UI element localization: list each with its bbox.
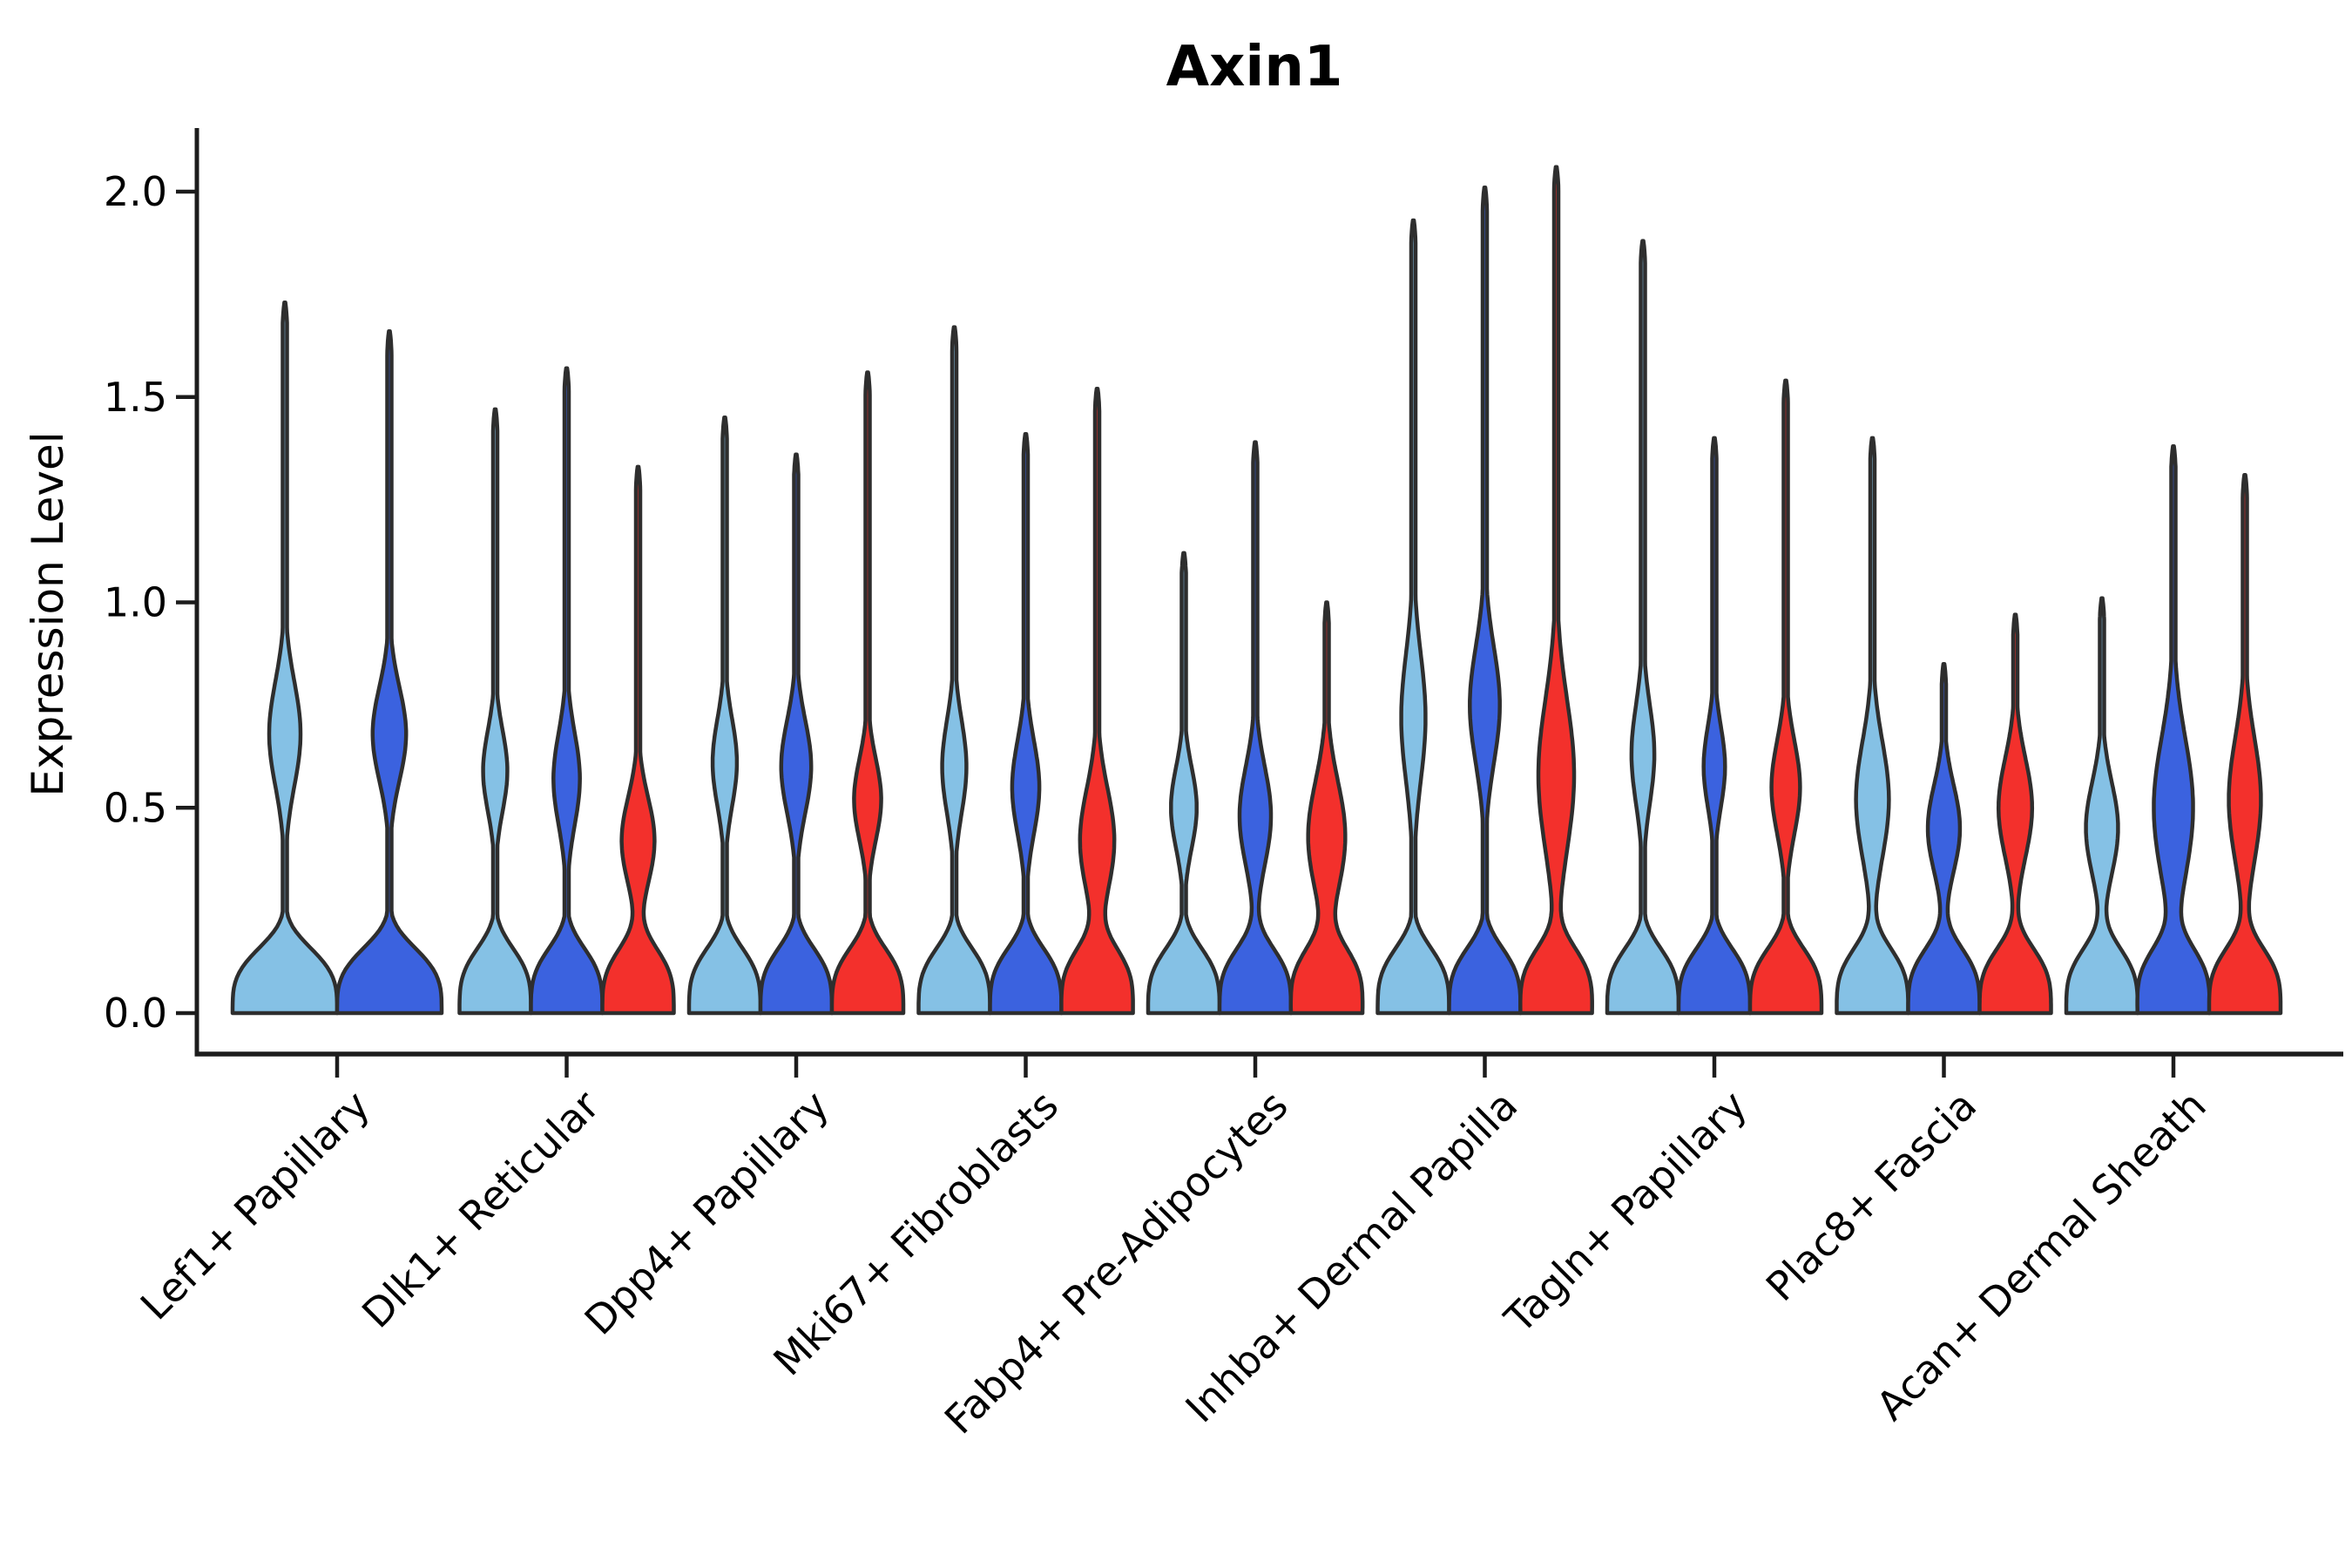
violin-split-2 <box>335 329 444 1016</box>
violin-split-1 <box>1375 218 1451 1016</box>
violin-split-1 <box>686 416 763 1016</box>
violin-group <box>230 301 444 1016</box>
violin-split-3 <box>600 464 676 1016</box>
violin-group <box>1835 436 2053 1016</box>
y-tick-label: 2.0 <box>104 168 167 215</box>
violin-split-2 <box>1217 440 1294 1016</box>
violin-split-2 <box>758 452 835 1016</box>
x-tick-label: Dpp4+ Papillary <box>576 1082 838 1344</box>
violin-split-3 <box>1059 387 1135 1016</box>
violin-split-1 <box>457 407 533 1016</box>
y-axis-label: Expression Level <box>23 431 73 796</box>
violin-split-3 <box>1977 612 2053 1016</box>
violin-split-1 <box>916 325 992 1016</box>
y-tick-label: 0.0 <box>104 990 167 1037</box>
violin-split-3 <box>829 370 906 1016</box>
violin-split-2 <box>1906 661 1982 1016</box>
violin-split-2 <box>2135 444 2212 1016</box>
y-tick-label: 0.5 <box>104 784 167 831</box>
violin-group <box>1146 440 1365 1016</box>
violin-split-2 <box>1676 436 1753 1016</box>
violin-split-3 <box>1288 600 1365 1016</box>
violin-split-2 <box>988 431 1064 1016</box>
violin-group <box>916 325 1135 1016</box>
violin-group <box>1605 239 1824 1016</box>
violin-group <box>457 366 676 1016</box>
x-tick-label: Dlk1+ Reticular <box>353 1082 608 1337</box>
violin-split-1 <box>1835 436 1910 1016</box>
y-tick-label: 1.0 <box>104 579 167 626</box>
violin-split-3 <box>1518 165 1594 1016</box>
violin-split-1 <box>230 301 340 1016</box>
violin-group <box>2064 444 2283 1016</box>
x-tick-label: Tagln+ Papillary <box>1495 1082 1756 1343</box>
violin-split-2 <box>1447 186 1523 1016</box>
violin-group <box>686 370 906 1016</box>
chart-title: Axin1 <box>1166 35 1343 99</box>
violins-layer <box>230 165 2283 1016</box>
violin-split-1 <box>2064 596 2140 1016</box>
violin-split-3 <box>2207 473 2283 1016</box>
x-tick-label: Plac8+ Fascia <box>1757 1082 1985 1310</box>
violin-split-1 <box>1146 551 1222 1016</box>
x-tick-label: Lef1+ Papillary <box>132 1082 379 1329</box>
violin-split-3 <box>1747 378 1824 1016</box>
violin-group <box>1375 165 1594 1016</box>
violin-split-2 <box>529 366 605 1016</box>
violin-split-1 <box>1605 239 1681 1016</box>
y-tick-label: 1.5 <box>104 374 167 421</box>
